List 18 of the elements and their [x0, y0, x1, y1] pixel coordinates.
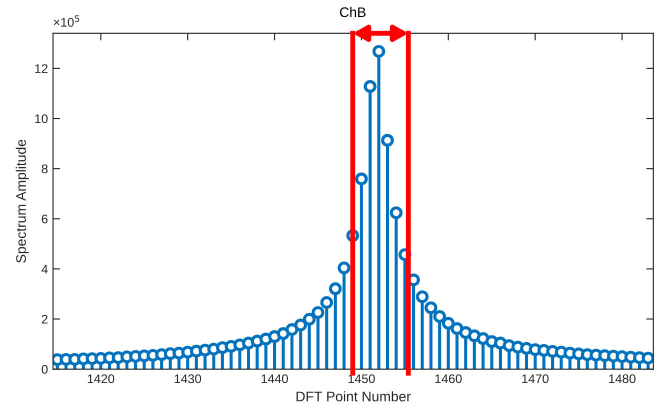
- y-tick-label: 10: [35, 114, 48, 124]
- y-tick-label: 2: [42, 314, 48, 324]
- x-tick-label: 1420: [88, 374, 114, 384]
- y-tick-label: 12: [35, 64, 48, 73]
- y-tick-label: 8: [42, 164, 48, 174]
- x-tick-label: 1450: [348, 374, 375, 384]
- x-tick-label: 1440: [262, 374, 288, 384]
- y-tick-label: 4: [41, 264, 48, 274]
- ref-line-label: ChB: [340, 6, 366, 18]
- x-tick-label: 1480: [609, 374, 636, 384]
- x-axis-title: DFT Point Number: [296, 391, 411, 402]
- x-tick-label: 1430: [174, 374, 202, 384]
- y-axis-title: Spectrum Amplitude: [16, 140, 29, 263]
- x-tick-label: 1460: [435, 374, 462, 384]
- x-tick-label: 1470: [522, 374, 549, 384]
- y-tick-label: 0: [42, 364, 48, 374]
- text: ×10$^{5}$: [54, 15, 80, 27]
- y-tick-label: 6: [42, 214, 48, 224]
